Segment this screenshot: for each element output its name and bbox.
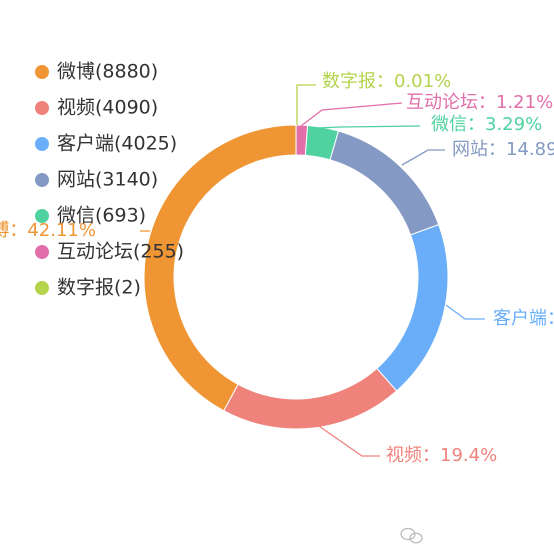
leader-line-3 [402, 150, 445, 165]
legend-marker-1[interactable] [35, 101, 49, 115]
slice-3[interactable] [330, 131, 439, 235]
leader-line-5 [301, 103, 402, 126]
slice-label-3: 网站：14.89% [452, 139, 554, 160]
slice-0[interactable] [144, 125, 296, 411]
legend-marker-3[interactable] [35, 173, 49, 187]
legend-label-5[interactable]: 互动论坛(255) [57, 241, 184, 263]
legend-label-6[interactable]: 数字报(2) [57, 277, 141, 299]
legend-label-0[interactable]: 微博(8880) [57, 61, 158, 83]
legend-marker-4[interactable] [35, 209, 49, 223]
legend-marker-5[interactable] [35, 245, 49, 259]
legend-label-4[interactable]: 微信(693) [57, 205, 146, 227]
legend-label-3[interactable]: 网站(3140) [57, 169, 158, 191]
legend-marker-2[interactable] [35, 137, 49, 151]
slice-label-5: 互动论坛：1.21% [406, 92, 553, 113]
wechat-logo-icon [401, 529, 422, 543]
leader-line-4 [317, 126, 420, 128]
legend-marker-0[interactable] [35, 65, 49, 79]
slice-label-1: 视频：19.4% [386, 445, 497, 466]
slice-2[interactable] [377, 225, 448, 391]
leader-line-2 [446, 305, 485, 319]
slice-label-2: 客户端：19.09% [493, 308, 554, 329]
leader-line-1 [316, 424, 380, 456]
leader-line-6 [297, 85, 316, 125]
slice-label-6: 数字报：0.01% [322, 71, 451, 92]
slice-label-4: 微信：3.29% [431, 114, 542, 135]
legend-label-2[interactable]: 客户端(4025) [57, 133, 177, 155]
slice-1[interactable] [224, 368, 397, 429]
slice-group [144, 125, 448, 429]
legend-marker-6[interactable] [35, 281, 49, 295]
legend-label-1[interactable]: 视频(4090) [57, 97, 158, 119]
